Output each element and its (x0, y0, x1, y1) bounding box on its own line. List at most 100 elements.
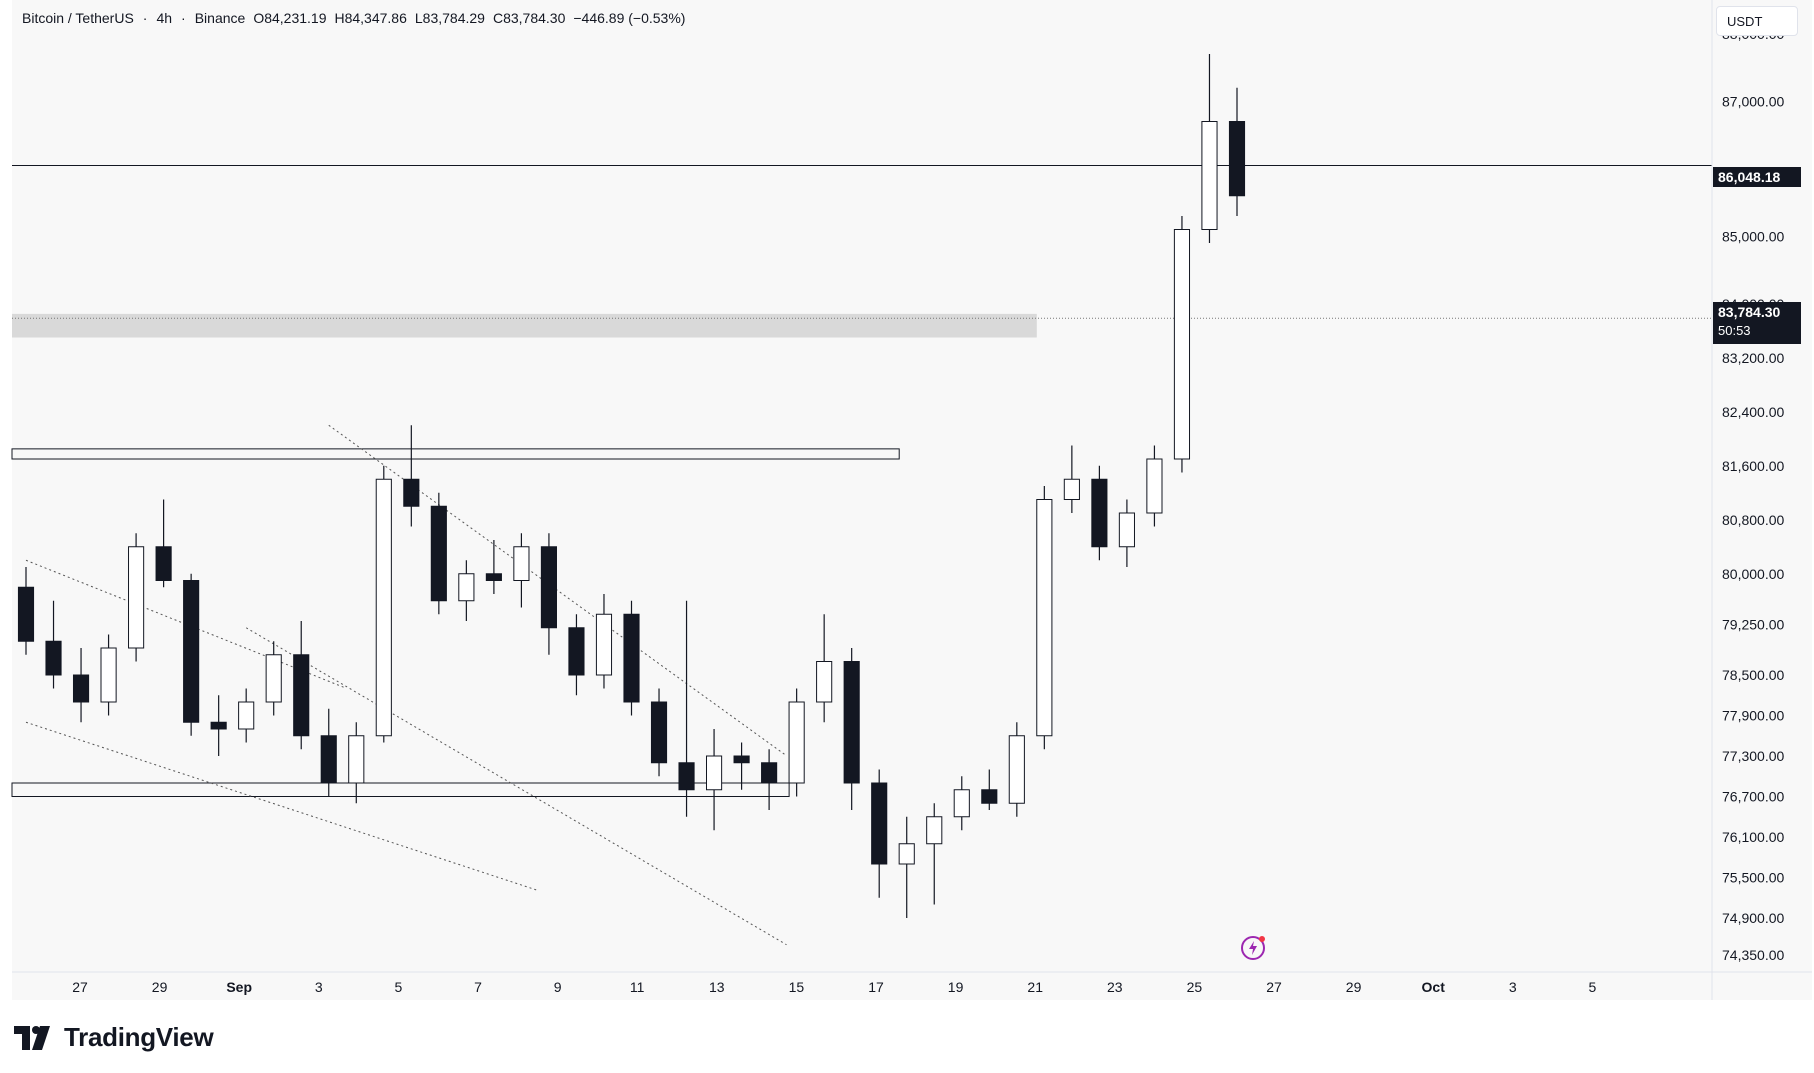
open-value: O84,231.19 (253, 10, 327, 26)
time-tick-label: 11 (630, 979, 645, 995)
candle-body (375, 478, 392, 737)
candle-body (1173, 229, 1191, 460)
lightning-event-icon[interactable] (1240, 934, 1268, 962)
candle-body (540, 546, 558, 629)
candle-body (650, 701, 668, 764)
candle-body (705, 755, 723, 791)
candle-body (843, 661, 860, 784)
price-tick-label: 77,300.00 (1722, 748, 1784, 764)
candle-body (595, 613, 613, 676)
exchange-label: Binance (194, 10, 246, 26)
candle-body (1146, 458, 1163, 514)
time-tick-label: 3 (1509, 979, 1517, 995)
time-tick-label: 17 (868, 979, 884, 995)
candle-body (238, 701, 255, 730)
candle-body (788, 701, 805, 784)
candle-body (485, 573, 502, 581)
price-tick-label: 82,400.00 (1722, 404, 1784, 420)
candle-body (513, 546, 530, 581)
price-tick-label: 75,500.00 (1722, 870, 1784, 886)
time-tick-label: 15 (789, 979, 805, 995)
zone-rect (12, 313, 1037, 338)
zones (11, 313, 1037, 797)
time-tick-label: 13 (709, 979, 725, 995)
candle-body (348, 735, 365, 784)
trendline (245, 627, 787, 946)
bar-countdown: 50:53 (1718, 323, 1751, 338)
candle-body (1228, 121, 1246, 197)
brand-name: TradingView (64, 1022, 214, 1052)
candle-body (265, 654, 282, 703)
time-tick-label: 19 (948, 979, 964, 995)
candle-body (100, 647, 117, 703)
candle-body (430, 505, 447, 602)
separator-dot: · (142, 10, 148, 26)
interval-label[interactable]: 4h (156, 10, 173, 26)
price-tick-label: 87,000.00 (1722, 93, 1784, 109)
price-tick-label: 80,800.00 (1722, 512, 1784, 528)
high-value: H84,347.86 (334, 10, 407, 26)
candle-body (45, 640, 62, 676)
candle-body (981, 789, 998, 804)
candle-body (155, 546, 172, 581)
candle-body (871, 782, 888, 865)
symbol-header: Bitcoin / TetherUS · 4h · Binance O84,23… (22, 10, 685, 26)
change-value: −446.89 (−0.53%) (573, 10, 686, 26)
symbol-name[interactable]: Bitcoin / TetherUS (22, 10, 134, 26)
price-tick-label: 79,250.00 (1722, 616, 1784, 632)
candle-body (458, 573, 475, 602)
time-tick-label: 9 (554, 979, 562, 995)
time-tick-label: 27 (72, 979, 88, 995)
tradingview-logo-icon (14, 1025, 50, 1050)
time-tick-label: 25 (1187, 979, 1203, 995)
candle-body (17, 586, 35, 642)
candle-body (403, 478, 420, 507)
price-tick-label: 78,500.00 (1722, 667, 1784, 683)
time-tick-label: 5 (395, 979, 403, 995)
candle-body (183, 580, 200, 723)
candle-body (72, 674, 90, 703)
low-value: L83,784.29 (414, 10, 485, 26)
time-tick-label: 23 (1107, 979, 1123, 995)
current-price-tag: 83,784.30 50:53 (1713, 302, 1801, 344)
time-tick-label: 3 (315, 979, 323, 995)
close-value: C83,784.30 (492, 10, 566, 26)
time-tick-label: 7 (474, 979, 482, 995)
horizontal-lines (12, 164, 1712, 319)
time-tick-label: 29 (152, 979, 168, 995)
hline-price-tag: 86,048.18 (1713, 167, 1801, 187)
zone-rect (11, 448, 900, 460)
candle-body (898, 843, 915, 865)
chart-frame[interactable] (12, 0, 1812, 1000)
candle-body (678, 762, 695, 791)
candle-body (1091, 478, 1108, 548)
price-axis: 88,000.0087,000.0085,000.0084,000.0083,2… (1711, 0, 1784, 1000)
trendline (328, 424, 787, 757)
candle-body (1008, 735, 1025, 804)
price-tick-label: 74,350.00 (1722, 947, 1784, 963)
time-tick-label: 5 (1589, 979, 1597, 995)
candle-body (733, 755, 750, 764)
candle-body (623, 613, 640, 703)
candle-body (926, 816, 943, 845)
candle-body (210, 721, 227, 730)
price-tick-label: 74,900.00 (1722, 910, 1784, 926)
price-tick-label: 76,100.00 (1722, 829, 1784, 845)
candle-body (1118, 512, 1135, 548)
time-tick-label: 21 (1027, 979, 1043, 995)
time-axis: 27 29 Sep 3 5 7 9 11 13 15 17 19 21 23 25 27 29 Oct 3 5 (12, 971, 1812, 995)
price-tick-label: 81,600.00 (1722, 458, 1784, 474)
candle-body (128, 546, 145, 649)
zone-rect (11, 782, 790, 797)
candle-body (293, 654, 310, 737)
price-tick-label: 77,900.00 (1722, 708, 1784, 724)
trendline (25, 721, 539, 892)
price-tick-label: 85,000.00 (1722, 228, 1784, 244)
candles (17, 54, 1246, 918)
tradingview-logo[interactable]: TradingView (14, 1022, 214, 1053)
candle-body (568, 627, 585, 676)
price-tick-label: 76,700.00 (1722, 789, 1784, 805)
separator-dot: · (181, 10, 186, 26)
currency-selector[interactable]: USDT (1716, 6, 1798, 36)
